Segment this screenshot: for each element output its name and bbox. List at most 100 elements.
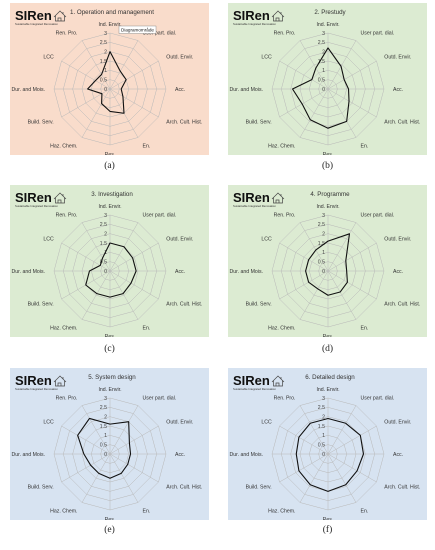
axis-label: LCC bbox=[43, 55, 54, 61]
axis-label: Dur. and Mois. bbox=[12, 87, 45, 93]
tick-label: 1.5 bbox=[100, 424, 107, 430]
axis-label: Haz. Chem. bbox=[268, 325, 295, 331]
axis-spoke bbox=[109, 425, 159, 455]
chart-title: 1. Operation and management bbox=[70, 9, 154, 16]
tick-label: 0 bbox=[104, 269, 107, 275]
axis-label: Acc. bbox=[393, 269, 403, 275]
axis-label: Arch. Cult. Hist. bbox=[384, 302, 420, 308]
axis-label: Dur. and Mois. bbox=[230, 452, 263, 458]
tick-label: 0.5 bbox=[100, 259, 107, 265]
axis-label: Ren. Pro. bbox=[56, 31, 78, 37]
axis-label: Outd. Envir. bbox=[384, 237, 411, 243]
axis-label: Arch. Cult. Hist. bbox=[166, 120, 202, 126]
axis-spoke bbox=[299, 222, 329, 272]
axis-spoke bbox=[327, 88, 357, 138]
tick-label: 2.5 bbox=[318, 405, 325, 411]
tick-label: 1.5 bbox=[318, 59, 325, 65]
axis-label: Res. bbox=[323, 152, 334, 155]
axis-label: Haz. Chem. bbox=[50, 508, 77, 514]
axis-label: Build. Serv. bbox=[246, 302, 272, 308]
panel-sublabel: (e) bbox=[104, 525, 115, 535]
chart-title: 4. Programme bbox=[310, 191, 350, 198]
tick-label: 1.5 bbox=[100, 59, 107, 65]
tick-label: 1 bbox=[104, 433, 107, 439]
logo-text: SIRen bbox=[15, 8, 52, 23]
axis-label: Ind. Envir. bbox=[98, 204, 121, 210]
axis-spoke bbox=[109, 405, 139, 455]
axis-label: En. bbox=[143, 508, 151, 514]
axis-label: Haz. Chem. bbox=[50, 325, 77, 331]
axis-label: Acc. bbox=[175, 87, 185, 93]
radar-grid bbox=[271, 32, 385, 146]
tick-label: 2.5 bbox=[318, 40, 325, 46]
tick-label: 0 bbox=[104, 87, 107, 93]
axis-label: Dur. and Mois. bbox=[230, 269, 263, 275]
tick-label: 0.5 bbox=[100, 77, 107, 83]
tick-label: 1.5 bbox=[318, 241, 325, 247]
house-sketch-icon bbox=[271, 192, 285, 204]
axis-label: LCC bbox=[261, 237, 272, 243]
tick-label: 2 bbox=[322, 414, 325, 420]
axis-label: Ind. Envir. bbox=[316, 22, 339, 28]
tick-label: 1.5 bbox=[318, 424, 325, 430]
axis-spoke bbox=[327, 88, 377, 118]
logo-text: SIRen bbox=[15, 190, 52, 205]
axis-label: LCC bbox=[43, 237, 54, 243]
tick-label: 0 bbox=[322, 452, 325, 458]
tick-label: 0.5 bbox=[318, 442, 325, 448]
logo-tagline: Sustainable Integrated Renovation bbox=[233, 22, 276, 26]
tick-label: 2.5 bbox=[100, 222, 107, 228]
tick-label: 1 bbox=[322, 433, 325, 439]
axis-label: LCC bbox=[43, 420, 54, 426]
axis-label: Haz. Chem. bbox=[268, 143, 295, 149]
axis-spoke bbox=[61, 60, 111, 90]
axis-label: Arch. Cult. Hist. bbox=[384, 120, 420, 126]
axis-label: Build. Serv. bbox=[28, 120, 54, 126]
axis-spoke bbox=[327, 242, 377, 272]
chart-panel-6: SIRen Sustainable Integrated Renovation 6.… bbox=[228, 368, 427, 520]
tick-label: 0.5 bbox=[318, 259, 325, 265]
axis-label: Res. bbox=[105, 517, 116, 520]
radar-grid bbox=[53, 397, 167, 511]
panel-sublabel: (b) bbox=[321, 161, 334, 171]
axis-spoke bbox=[327, 270, 357, 320]
axis-label: En. bbox=[361, 325, 369, 331]
axis-spoke bbox=[81, 453, 111, 503]
tick-label: 2 bbox=[322, 49, 325, 55]
axis-spoke bbox=[327, 270, 377, 300]
radar-grid bbox=[53, 214, 167, 328]
panel-sublabel: (f) bbox=[322, 525, 333, 535]
axis-label: Ren. Pro. bbox=[56, 213, 78, 219]
series-line bbox=[295, 417, 365, 492]
axis-label: Acc. bbox=[175, 269, 185, 275]
axis-spoke bbox=[327, 40, 357, 90]
tick-label: 3 bbox=[322, 396, 325, 402]
axis-label: Build. Serv. bbox=[246, 120, 272, 126]
axis-label: En. bbox=[361, 508, 369, 514]
axis-label: Res. bbox=[105, 152, 116, 155]
chart-panel-1: SIRen Sustainable Integrated Renovation 1.… bbox=[10, 3, 209, 155]
tick-label: 1.5 bbox=[100, 241, 107, 247]
tick-label: 0 bbox=[322, 269, 325, 275]
logo-tagline: Sustainable Integrated Renovation bbox=[15, 22, 58, 26]
tick-label: 2 bbox=[104, 414, 107, 420]
axis-spoke bbox=[81, 222, 111, 272]
axis-label: User part. dial. bbox=[143, 31, 177, 37]
axis-label: Ind. Envir. bbox=[98, 22, 121, 28]
axis-spoke bbox=[299, 405, 329, 455]
axis-label: Outd. Envir. bbox=[384, 55, 411, 61]
axis-spoke bbox=[327, 222, 357, 272]
tick-label: 0 bbox=[104, 452, 107, 458]
series-line bbox=[85, 242, 137, 298]
radar-grid bbox=[53, 32, 167, 146]
axis-spoke bbox=[279, 453, 329, 483]
axis-label: User part. dial. bbox=[361, 213, 395, 219]
house-sketch-icon bbox=[53, 10, 67, 22]
axis-spoke bbox=[327, 425, 377, 455]
logo-text: SIRen bbox=[233, 190, 270, 205]
